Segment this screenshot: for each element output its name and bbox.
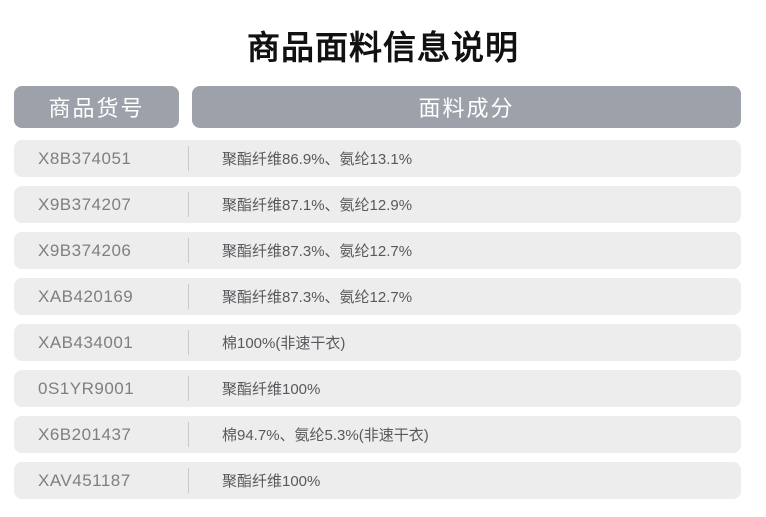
item-number-cell: XAB434001 xyxy=(38,332,134,352)
column-header-item-number: 商品货号 xyxy=(14,86,179,128)
table-row: XAB434001 棉100%(非速干衣) xyxy=(14,324,741,361)
fabric-cell: 聚酯纤维100% xyxy=(222,381,321,398)
column-divider xyxy=(188,468,189,493)
fabric-cell: 聚酯纤维87.3%、氨纶12.7% xyxy=(222,289,413,306)
column-header-fabric-composition: 面料成分 xyxy=(192,86,741,128)
fabric-cell: 聚酯纤维87.3%、氨纶12.7% xyxy=(222,243,413,260)
column-divider xyxy=(188,422,189,447)
column-divider xyxy=(188,192,189,217)
table-row: 0S1YR9001 聚酯纤维100% xyxy=(14,370,741,407)
fabric-cell: 聚酯纤维100% xyxy=(222,473,321,490)
table-row: X9B374207 聚酯纤维87.1%、氨纶12.9% xyxy=(14,186,741,223)
table-header: 商品货号 面料成分 xyxy=(14,86,741,128)
column-divider xyxy=(188,238,189,263)
fabric-cell: 聚酯纤维87.1%、氨纶12.9% xyxy=(222,197,413,214)
column-divider xyxy=(188,284,189,309)
table-row: XAB420169 聚酯纤维87.3%、氨纶12.7% xyxy=(14,278,741,315)
fabric-cell: 聚酯纤维86.9%、氨纶13.1% xyxy=(222,151,413,168)
table-row: XAV451187 聚酯纤维100% xyxy=(14,462,741,499)
fabric-cell: 棉100%(非速干衣) xyxy=(222,335,346,352)
item-number-cell: XAV451187 xyxy=(38,470,131,490)
table-body: X8B374051 聚酯纤维86.9%、氨纶13.1% X9B374207 聚酯… xyxy=(14,140,741,499)
item-number-cell: 0S1YR9001 xyxy=(38,378,135,398)
table-row: X9B374206 聚酯纤维87.3%、氨纶12.7% xyxy=(14,232,741,269)
column-divider xyxy=(188,330,189,355)
item-number-cell: X6B201437 xyxy=(38,424,132,444)
fabric-cell: 棉94.7%、氨纶5.3%(非速干衣) xyxy=(222,427,429,444)
item-number-cell: XAB420169 xyxy=(38,286,134,306)
column-divider xyxy=(188,376,189,401)
table-row: X6B201437 棉94.7%、氨纶5.3%(非速干衣) xyxy=(14,416,741,453)
item-number-cell: X8B374051 xyxy=(38,148,132,168)
item-number-cell: X9B374207 xyxy=(38,194,132,214)
page-title: 商品面料信息说明 xyxy=(247,29,519,66)
column-divider xyxy=(188,146,189,171)
table-row: X8B374051 聚酯纤维86.9%、氨纶13.1% xyxy=(14,140,741,177)
item-number-cell: X9B374206 xyxy=(38,240,132,260)
